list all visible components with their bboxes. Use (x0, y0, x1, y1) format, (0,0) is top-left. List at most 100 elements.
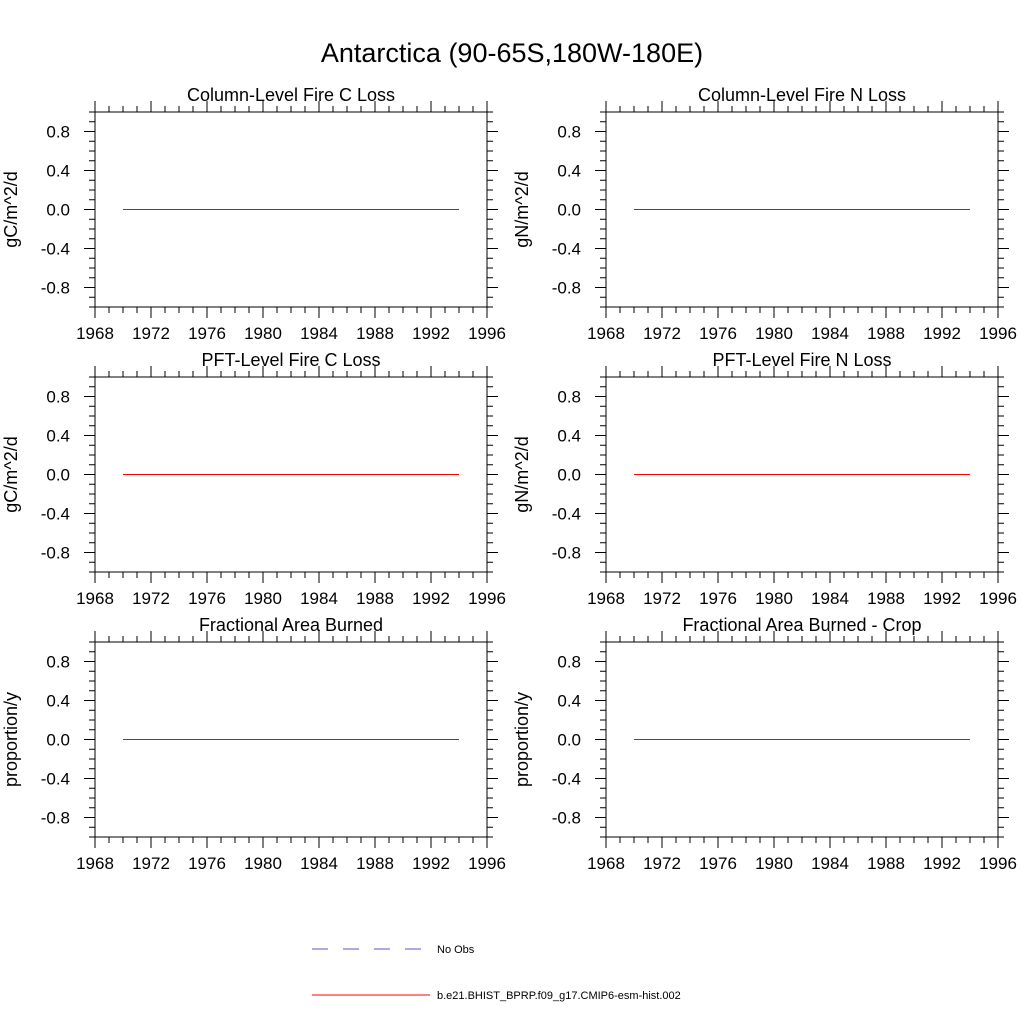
x-tick-label: 1976 (188, 324, 226, 343)
x-tick-label: 1972 (643, 854, 681, 873)
chart-panel: Column-Level Fire N Loss 1968 1972 1976 1980… (512, 85, 1017, 343)
y-tick-label: 0.8 (557, 653, 581, 672)
x-tick-label: 1996 (468, 324, 506, 343)
y-axis-label: proportion/y (512, 692, 532, 787)
x-tick-label: 1976 (699, 854, 737, 873)
x-tick-label: 1980 (755, 324, 793, 343)
y-tick-label: 0.0 (46, 731, 70, 750)
panel-title: Fractional Area Burned - Crop (682, 615, 921, 635)
y-tick-label: 0.0 (557, 201, 581, 220)
legend-label: No Obs (437, 944, 475, 956)
x-tick-label: 1988 (867, 589, 905, 608)
x-tick-label: 1968 (76, 589, 114, 608)
x-tick-label: 1976 (699, 324, 737, 343)
x-tick-label: 1996 (979, 854, 1017, 873)
x-tick-label: 1992 (923, 854, 961, 873)
y-tick-label: 0.8 (46, 123, 70, 142)
y-tick-label: 0.8 (557, 123, 581, 142)
y-axis-label: gC/m^2/d (1, 436, 21, 512)
y-tick-label: 0.4 (557, 427, 581, 446)
x-tick-label: 1968 (76, 324, 114, 343)
y-tick-label: -0.4 (41, 770, 70, 789)
panel-title: Column-Level Fire N Loss (698, 85, 906, 105)
x-tick-label: 1984 (811, 589, 849, 608)
x-tick-label: 1992 (923, 324, 961, 343)
x-tick-label: 1980 (244, 589, 282, 608)
x-tick-label: 1976 (188, 854, 226, 873)
y-tick-label: 0.4 (557, 692, 581, 711)
chart-panel: Fractional Area Burned - Crop 1968 1972 197… (512, 615, 1017, 873)
x-tick-label: 1984 (811, 324, 849, 343)
x-tick-label: 1968 (587, 589, 625, 608)
x-tick-label: 1980 (755, 589, 793, 608)
panel-title: Column-Level Fire C Loss (187, 85, 395, 105)
panel-title: PFT-Level Fire N Loss (712, 350, 891, 370)
y-tick-label: 0.4 (46, 692, 70, 711)
y-axis-label: gC/m^2/d (1, 171, 21, 247)
x-tick-label: 1972 (643, 589, 681, 608)
x-tick-label: 1988 (867, 854, 905, 873)
y-axis-label: gN/m^2/d (512, 436, 532, 512)
x-tick-label: 1988 (356, 589, 394, 608)
chart-panel: Fractional Area Burned 1968 1972 1976 1980 19… (1, 615, 506, 873)
y-tick-label: -0.8 (552, 544, 581, 563)
y-axis-label: gN/m^2/d (512, 171, 532, 247)
x-tick-label: 1972 (132, 589, 170, 608)
x-tick-label: 1972 (132, 324, 170, 343)
x-tick-label: 1968 (76, 854, 114, 873)
x-tick-label: 1984 (300, 589, 338, 608)
panels-grid: Column-Level Fire C Loss 1968 1972 1976 1980… (1, 85, 1017, 873)
x-tick-label: 1984 (811, 854, 849, 873)
y-tick-label: 0.0 (46, 201, 70, 220)
x-tick-label: 1968 (587, 854, 625, 873)
x-tick-label: 1996 (979, 324, 1017, 343)
y-tick-label: -0.4 (552, 770, 581, 789)
x-tick-label: 1996 (979, 589, 1017, 608)
legend-item: b.e21.BHIST_BPRP.f09_g17.CMIP6-esm-hist.… (312, 990, 681, 1002)
y-tick-label: 0.0 (557, 466, 581, 485)
panel-title: Fractional Area Burned (199, 615, 383, 635)
x-tick-label: 1996 (468, 589, 506, 608)
legend-item: No Obs (312, 944, 475, 956)
x-tick-label: 1972 (132, 854, 170, 873)
x-tick-label: 1996 (468, 854, 506, 873)
y-tick-label: 0.8 (46, 388, 70, 407)
y-tick-label: -0.8 (41, 279, 70, 298)
x-tick-label: 1976 (188, 589, 226, 608)
legend: No Obs b.e21.BHIST_BPRP.f09_g17.CMIP6-esm… (312, 944, 681, 1002)
x-tick-label: 1976 (699, 589, 737, 608)
x-tick-label: 1980 (755, 854, 793, 873)
y-tick-label: -0.8 (41, 809, 70, 828)
figure-title: Antarctica (90-65S,180W-180E) (321, 38, 703, 68)
y-tick-label: -0.4 (41, 240, 70, 259)
y-axis-label: proportion/y (1, 692, 21, 787)
y-tick-label: -0.8 (41, 544, 70, 563)
y-tick-label: -0.4 (41, 505, 70, 524)
x-tick-label: 1972 (643, 324, 681, 343)
y-tick-label: -0.4 (552, 505, 581, 524)
y-tick-label: 0.4 (46, 427, 70, 446)
y-tick-label: 0.0 (557, 731, 581, 750)
y-tick-label: 0.0 (46, 466, 70, 485)
x-tick-label: 1984 (300, 324, 338, 343)
x-tick-label: 1988 (356, 324, 394, 343)
y-tick-label: 0.4 (557, 162, 581, 181)
x-tick-label: 1980 (244, 324, 282, 343)
x-tick-label: 1988 (356, 854, 394, 873)
x-tick-label: 1984 (300, 854, 338, 873)
x-tick-label: 1968 (587, 324, 625, 343)
y-tick-label: 0.8 (557, 388, 581, 407)
x-tick-label: 1988 (867, 324, 905, 343)
panel-title: PFT-Level Fire C Loss (201, 350, 380, 370)
x-tick-label: 1992 (412, 854, 450, 873)
chart-panel: PFT-Level Fire N Loss 1968 1972 1976 1980 198… (512, 350, 1017, 608)
chart-panel: Column-Level Fire C Loss 1968 1972 1976 1980… (1, 85, 506, 343)
y-tick-label: 0.8 (46, 653, 70, 672)
x-tick-label: 1980 (244, 854, 282, 873)
x-tick-label: 1992 (923, 589, 961, 608)
x-tick-label: 1992 (412, 589, 450, 608)
y-tick-label: 0.4 (46, 162, 70, 181)
x-tick-label: 1992 (412, 324, 450, 343)
y-tick-label: -0.8 (552, 279, 581, 298)
